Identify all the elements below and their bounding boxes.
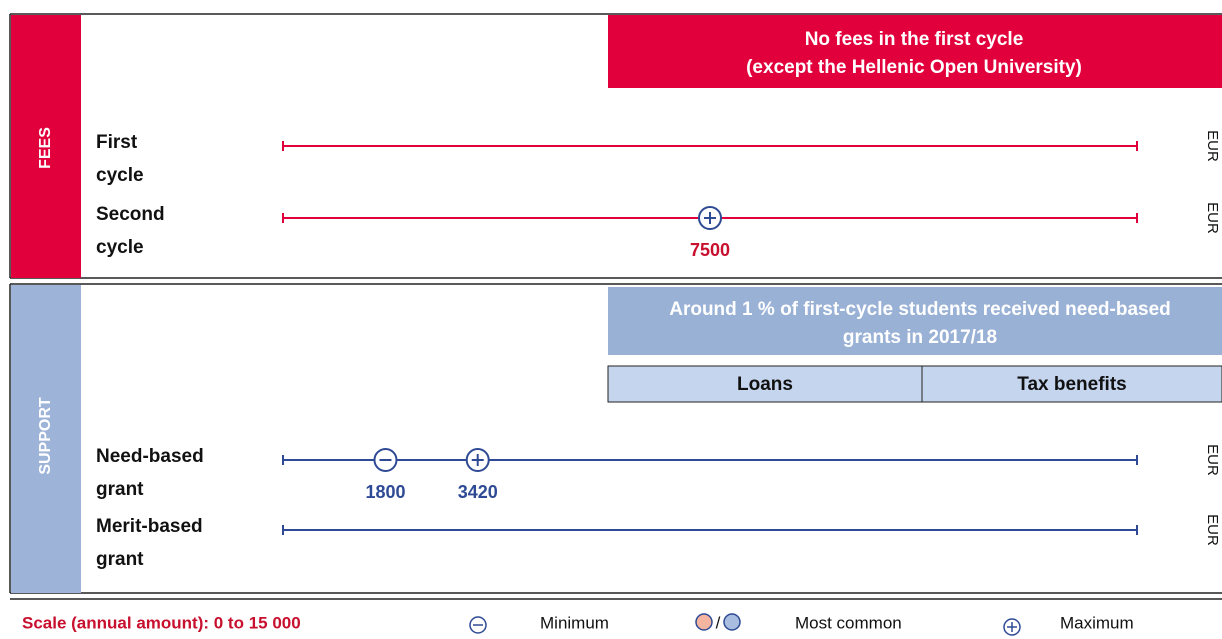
legend-label: Most common <box>795 613 902 632</box>
unit-label: EUR <box>1204 444 1221 476</box>
banner-text: (except the Hellenic Open University) <box>746 57 1082 78</box>
value-label: 7500 <box>690 240 730 260</box>
frame <box>9 13 1222 600</box>
support-side-bar <box>11 285 81 593</box>
row-label: grant <box>96 549 144 570</box>
legend-separator: / <box>716 613 721 632</box>
row-label: grant <box>96 479 144 500</box>
marker-minimum <box>373 448 398 472</box>
legend-label: Maximum <box>1060 613 1134 632</box>
fees-side-bar <box>11 15 81 278</box>
legend-common-symbol <box>723 613 741 631</box>
legend-common-symbol <box>695 613 713 631</box>
column-label: Loans <box>737 374 793 395</box>
value-label: 1800 <box>365 482 405 502</box>
marker-maximum <box>698 206 722 230</box>
row-label: cycle <box>96 237 144 258</box>
banner-text: No fees in the first cycle <box>805 29 1024 50</box>
row-label: Merit-based <box>96 516 203 537</box>
banner-text: Around 1 % of first-cycle students recei… <box>669 299 1171 320</box>
legend-label: Minimum <box>540 613 609 632</box>
columns-bar <box>607 365 1222 403</box>
fees-label: FEES <box>37 127 54 169</box>
row-label: First <box>96 132 138 153</box>
row-label: Second <box>96 204 165 225</box>
support-banner <box>608 287 1222 355</box>
fees-banner <box>608 15 1222 88</box>
banner-text: grants in 2017/18 <box>843 327 997 348</box>
value-label: 3420 <box>458 482 498 502</box>
scale-label: Scale (annual amount): 0 to 15 000 <box>22 613 301 632</box>
column-label: Tax benefits <box>1017 374 1126 395</box>
unit-label: EUR <box>1204 130 1221 162</box>
row-label: cycle <box>96 165 144 186</box>
unit-label: EUR <box>1204 514 1221 546</box>
unit-label: EUR <box>1204 202 1221 234</box>
marker-maximum <box>465 448 490 472</box>
legend: Minimum / Most common Maximum <box>469 613 1134 636</box>
row-label: Need-based <box>96 446 204 467</box>
support-label: SUPPORT <box>37 397 54 475</box>
